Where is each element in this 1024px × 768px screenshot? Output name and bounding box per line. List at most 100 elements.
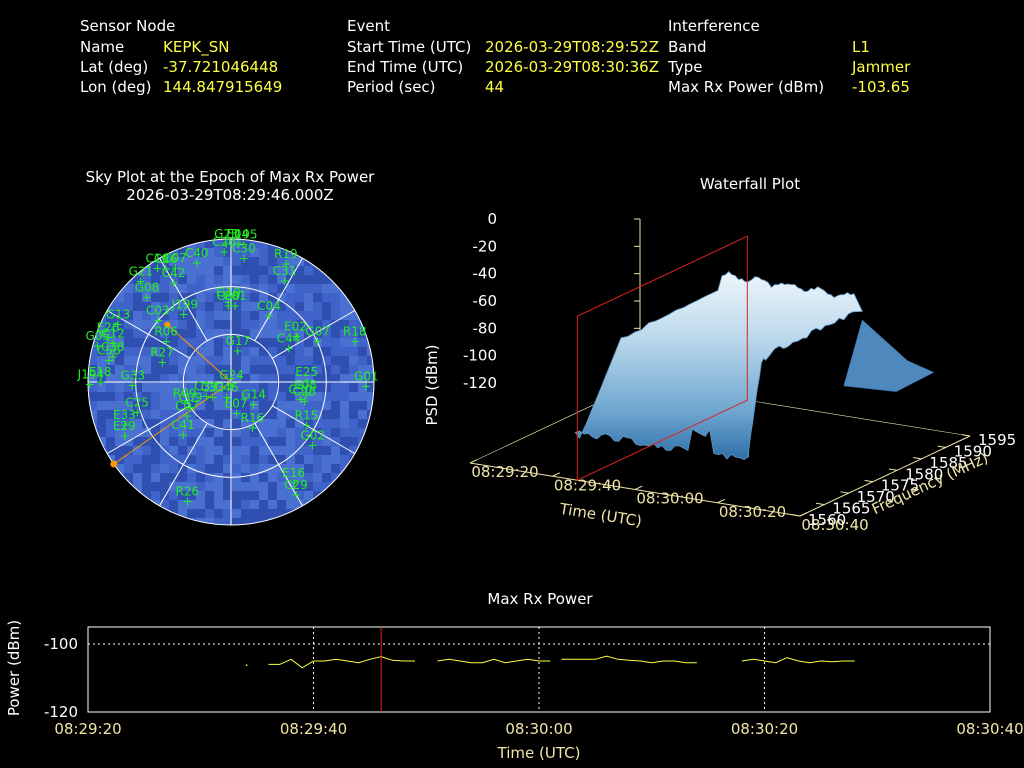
- skyplot-cell: [250, 410, 259, 419]
- skyplot-cell: [205, 491, 214, 500]
- satellite-label: C03: [146, 304, 170, 318]
- skyplot-cell: [322, 464, 331, 473]
- satellite-label: R26: [176, 484, 200, 498]
- satellite-marker: +: [231, 406, 241, 420]
- skyplot-cell: [187, 392, 196, 401]
- wf-freq-tick-label: 1590: [954, 442, 992, 460]
- skyplot-cell: [133, 239, 142, 248]
- skyplot-cell: [268, 491, 277, 500]
- wf-freq-tick-label: 1585: [929, 454, 967, 472]
- skyplot-cell: [187, 248, 196, 257]
- skyplot-cell: [322, 419, 331, 428]
- wf-surface-shoulder: [843, 319, 935, 392]
- skyplot-cell: [97, 338, 106, 347]
- skyplot-cell: [232, 293, 241, 302]
- skyplot-cell: [358, 455, 367, 464]
- skyplot-cell: [313, 284, 322, 293]
- skyplot-cell: [169, 365, 178, 374]
- skyplot-cell: [268, 347, 277, 356]
- skyplot-cell: [322, 437, 331, 446]
- skyplot-cell: [322, 284, 331, 293]
- skyplot-cell: [178, 374, 187, 383]
- skyplot-cell: [151, 311, 160, 320]
- skyplot-cell: [223, 437, 232, 446]
- satellite-E02: +E02: [284, 319, 307, 343]
- skyplot-cell: [367, 383, 374, 392]
- skyplot-cell: [322, 266, 331, 275]
- skyplot-cell: [295, 257, 304, 266]
- power-xtick-label: 08:30:20: [731, 720, 798, 738]
- satellite-marker: +: [85, 377, 95, 391]
- skyplot-cell: [187, 419, 196, 428]
- skyplot-cell: [196, 509, 205, 518]
- skyplot-cell: [196, 401, 205, 410]
- satellite-marker: +: [108, 350, 118, 364]
- skyplot-cell: [106, 428, 115, 437]
- skyplot-cell: [115, 338, 124, 347]
- skyplot-cell: [124, 239, 133, 248]
- skyplot-cell: [106, 419, 115, 428]
- satellite-G13: +G13: [106, 307, 131, 331]
- skyplot-cell: [115, 293, 124, 302]
- skyplot-cell: [331, 491, 340, 500]
- skyplot-cell: [124, 302, 133, 311]
- skyplot-max-power-marker: [110, 460, 118, 468]
- skyplot-cell: [88, 374, 97, 383]
- skyplot-cell: [223, 518, 232, 525]
- skyplot-cell: [358, 500, 367, 509]
- skyplot-cell: [340, 383, 349, 392]
- skyplot-cell: [106, 500, 115, 509]
- skyplot-cell: [196, 257, 205, 266]
- satellite-marker: +: [233, 344, 243, 358]
- skyplot-cell: [358, 410, 367, 419]
- skyplot-cell: [268, 473, 277, 482]
- skyplot-cell: [106, 446, 115, 455]
- skyplot-cell: [106, 302, 115, 311]
- satellite-marker: +: [169, 276, 179, 290]
- skyplot-cell: [232, 482, 241, 491]
- skyplot-cell: [277, 248, 286, 257]
- skyplot-cell: [178, 482, 187, 491]
- skyplot-cell: [259, 464, 268, 473]
- skyplot-cell: [151, 383, 160, 392]
- skyplot-cell: [178, 329, 187, 338]
- wf-freq-tick-label: 1565: [832, 500, 870, 518]
- skyplot-cell: [232, 374, 241, 383]
- skyplot-cell: [223, 509, 232, 518]
- skyplot-cell: [133, 419, 142, 428]
- skyplot-cell: [232, 257, 241, 266]
- skyplot-cell: [133, 473, 142, 482]
- skyplot-cell: [205, 500, 214, 509]
- skyplot-cell: [142, 419, 151, 428]
- skyplot-spoke: [106, 310, 190, 359]
- skyplot-cell: [214, 320, 223, 329]
- skyplot-cell: [277, 320, 286, 329]
- skyplot-cell: [142, 482, 151, 491]
- skyplot-cell: [187, 410, 196, 419]
- skyplot-cell: [367, 428, 374, 437]
- skyplot-cell: [106, 248, 115, 257]
- skyplot-cell: [250, 482, 259, 491]
- skyplot-cell: [133, 509, 142, 518]
- skyplot-cell: [358, 302, 367, 311]
- satellite-label: G13: [106, 307, 131, 321]
- satellite-label: J194: [77, 367, 104, 381]
- skyplot-cell: [277, 482, 286, 491]
- skyplot-cell: [358, 284, 367, 293]
- skyplot-cell: [142, 446, 151, 455]
- skyplot-cell: [196, 284, 205, 293]
- skyplot-cell: [367, 311, 374, 320]
- skyplot-cell: [322, 491, 331, 500]
- skyplot-cell: [142, 338, 151, 347]
- skyplot-cell: [169, 419, 178, 428]
- skyplot-cell: [115, 320, 124, 329]
- skyplot-cell: [178, 356, 187, 365]
- skyplot-cell: [358, 428, 367, 437]
- skyplot-cell: [160, 266, 169, 275]
- skyplot-cell: [304, 392, 313, 401]
- skyplot-cell: [232, 446, 241, 455]
- satellite-R18: +R18: [343, 325, 367, 349]
- skyplot-cell: [142, 428, 151, 437]
- skyplot-cell: [196, 239, 205, 248]
- skyplot-cell: [115, 446, 124, 455]
